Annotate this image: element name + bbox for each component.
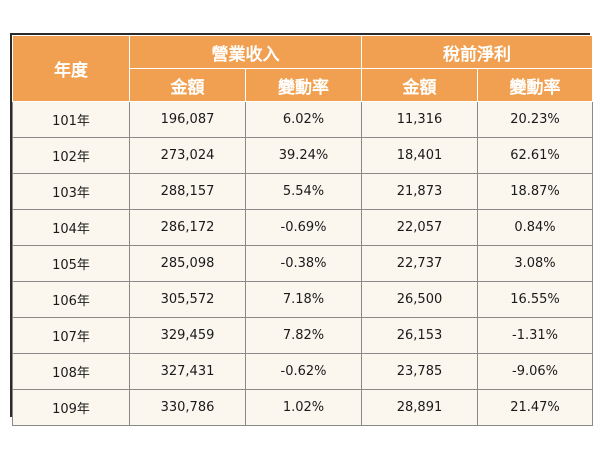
net-profit-change-cell: 20.23% xyxy=(477,101,593,138)
revenue-group-header: 營業收入 xyxy=(129,35,362,69)
year-column-header: 年度 xyxy=(12,35,130,102)
revenue-amount-cell: 285,098 xyxy=(129,245,246,282)
revenue-change-cell: 5.54% xyxy=(245,173,362,210)
net-profit-amount-cell: 18,401 xyxy=(361,137,478,174)
net-profit-change-cell: 62.61% xyxy=(477,137,593,174)
revenue-change-cell: -0.69% xyxy=(245,209,362,246)
financial-table-container: 年度 營業收入 稅前淨利 金額 變動率 金額 變動率 101年 196,087 6.… xyxy=(10,33,593,426)
revenue-amount-cell: 330,786 xyxy=(129,389,246,426)
year-cell: 109年 xyxy=(12,389,130,426)
net-profit-amount-cell: 26,500 xyxy=(361,281,478,318)
net-profit-amount-cell: 11,316 xyxy=(361,101,478,138)
net-profit-amount-cell: 22,057 xyxy=(361,209,478,246)
table-row: 102年 273,024 39.24% 18,401 62.61% xyxy=(12,137,593,174)
year-cell: 103年 xyxy=(12,173,130,210)
revenue-amount-cell: 288,157 xyxy=(129,173,246,210)
year-cell: 105年 xyxy=(12,245,130,282)
net-profit-change-cell: 21.47% xyxy=(477,389,593,426)
table-row: 107年 329,459 7.82% 26,153 -1.31% xyxy=(12,317,593,354)
revenue-amount-cell: 273,024 xyxy=(129,137,246,174)
net-profit-change-header: 變動率 xyxy=(477,68,593,102)
revenue-change-header: 變動率 xyxy=(245,68,362,102)
table-body: 101年 196,087 6.02% 11,316 20.23% 102年 273,024 3… xyxy=(12,101,593,426)
net-profit-amount-header: 金額 xyxy=(361,68,478,102)
table-row: 101年 196,087 6.02% 11,316 20.23% xyxy=(12,101,593,138)
revenue-change-cell: 39.24% xyxy=(245,137,362,174)
year-cell: 102年 xyxy=(12,137,130,174)
revenue-amount-cell: 196,087 xyxy=(129,101,246,138)
revenue-change-cell: 7.18% xyxy=(245,281,362,318)
table-row: 104年 286,172 -0.69% 22,057 0.84% xyxy=(12,209,593,246)
table-row: 105年 285,098 -0.38% 22,737 3.08% xyxy=(12,245,593,282)
revenue-amount-cell: 327,431 xyxy=(129,353,246,390)
revenue-amount-cell: 329,459 xyxy=(129,317,246,354)
net-profit-amount-cell: 28,891 xyxy=(361,389,478,426)
net-profit-amount-cell: 21,873 xyxy=(361,173,478,210)
year-cell: 104年 xyxy=(12,209,130,246)
header-row-groups: 年度 營業收入 稅前淨利 xyxy=(12,35,593,102)
net-profit-change-cell: 3.08% xyxy=(477,245,593,282)
revenue-change-cell: 6.02% xyxy=(245,101,362,138)
year-cell: 107年 xyxy=(12,317,130,354)
revenue-change-cell: 1.02% xyxy=(245,389,362,426)
revenue-change-cell: -0.38% xyxy=(245,245,362,282)
net-profit-amount-cell: 23,785 xyxy=(361,353,478,390)
net-profit-change-cell: 16.55% xyxy=(477,281,593,318)
header-row-subcolumns: 金額 變動率 金額 變動率 xyxy=(13,68,593,102)
table-row: 108年 327,431 -0.62% 23,785 -9.06% xyxy=(12,353,593,390)
table-row: 109年 330,786 1.02% 28,891 21.47% xyxy=(12,389,593,426)
net-profit-amount-cell: 26,153 xyxy=(361,317,478,354)
revenue-amount-header: 金額 xyxy=(129,68,246,102)
revenue-change-cell: -0.62% xyxy=(245,353,362,390)
net-profit-change-cell: -9.06% xyxy=(477,353,593,390)
year-cell: 108年 xyxy=(12,353,130,390)
year-cell: 106年 xyxy=(12,281,130,318)
net-profit-change-cell: 0.84% xyxy=(477,209,593,246)
table-header: 年度 營業收入 稅前淨利 金額 變動率 金額 變動率 xyxy=(12,35,593,102)
revenue-amount-cell: 305,572 xyxy=(129,281,246,318)
revenue-change-cell: 7.82% xyxy=(245,317,362,354)
year-cell: 101年 xyxy=(12,101,130,138)
financial-table: 年度 營業收入 稅前淨利 金額 變動率 金額 變動率 101年 196,087 6.… xyxy=(12,35,593,426)
net-profit-change-cell: 18.87% xyxy=(477,173,593,210)
table-row: 106年 305,572 7.18% 26,500 16.55% xyxy=(12,281,593,318)
net-profit-change-cell: -1.31% xyxy=(477,317,593,354)
revenue-amount-cell: 286,172 xyxy=(129,209,246,246)
net-profit-amount-cell: 22,737 xyxy=(361,245,478,282)
net-profit-group-header: 稅前淨利 xyxy=(361,35,593,69)
table-row: 103年 288,157 5.54% 21,873 18.87% xyxy=(12,173,593,210)
